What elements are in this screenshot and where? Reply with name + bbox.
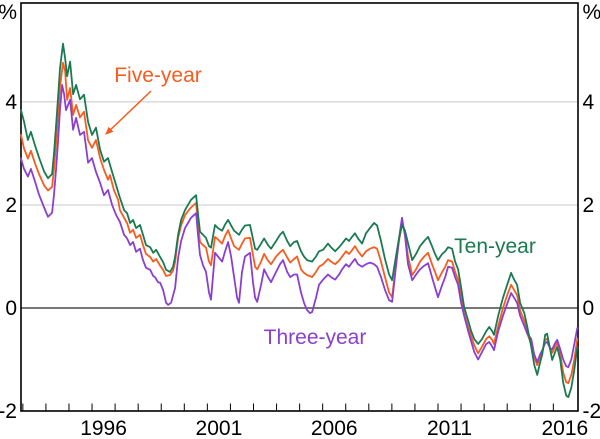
x-axis-label: 1996 — [80, 417, 127, 439]
series-line-ten-year — [20, 42, 579, 399]
y-axis-unit-right: % — [583, 1, 600, 24]
annotation-arrow-five-year — [105, 90, 152, 135]
series-label-three-year: Three-year — [264, 326, 367, 349]
series-label-ten-year: Ten-year — [454, 235, 536, 258]
y-tick-label-left: 0 — [5, 297, 17, 320]
y-axis-unit-left: % — [0, 1, 17, 24]
y-tick-label-right: 0 — [583, 297, 595, 320]
y-tick-label-left: 4 — [5, 91, 17, 114]
x-axis-label: 2011 — [427, 417, 472, 439]
y-tick-label-left: 2 — [5, 194, 17, 217]
x-axis-label: 2001 — [196, 417, 243, 439]
series-label-five-year: Five-year — [114, 64, 202, 87]
series-line-five-year — [20, 61, 579, 385]
y-tick-label-left: -2 — [0, 400, 17, 423]
axis-frame — [20, 2, 579, 412]
y-tick-label-right: -2 — [583, 400, 600, 423]
x-axis-label: 2006 — [311, 417, 358, 439]
y-tick-label-right: 2 — [583, 194, 595, 217]
x-axis-label: 2016 — [541, 417, 588, 439]
series-line-three-year — [20, 84, 579, 369]
y-tick-label-right: 4 — [583, 91, 595, 114]
